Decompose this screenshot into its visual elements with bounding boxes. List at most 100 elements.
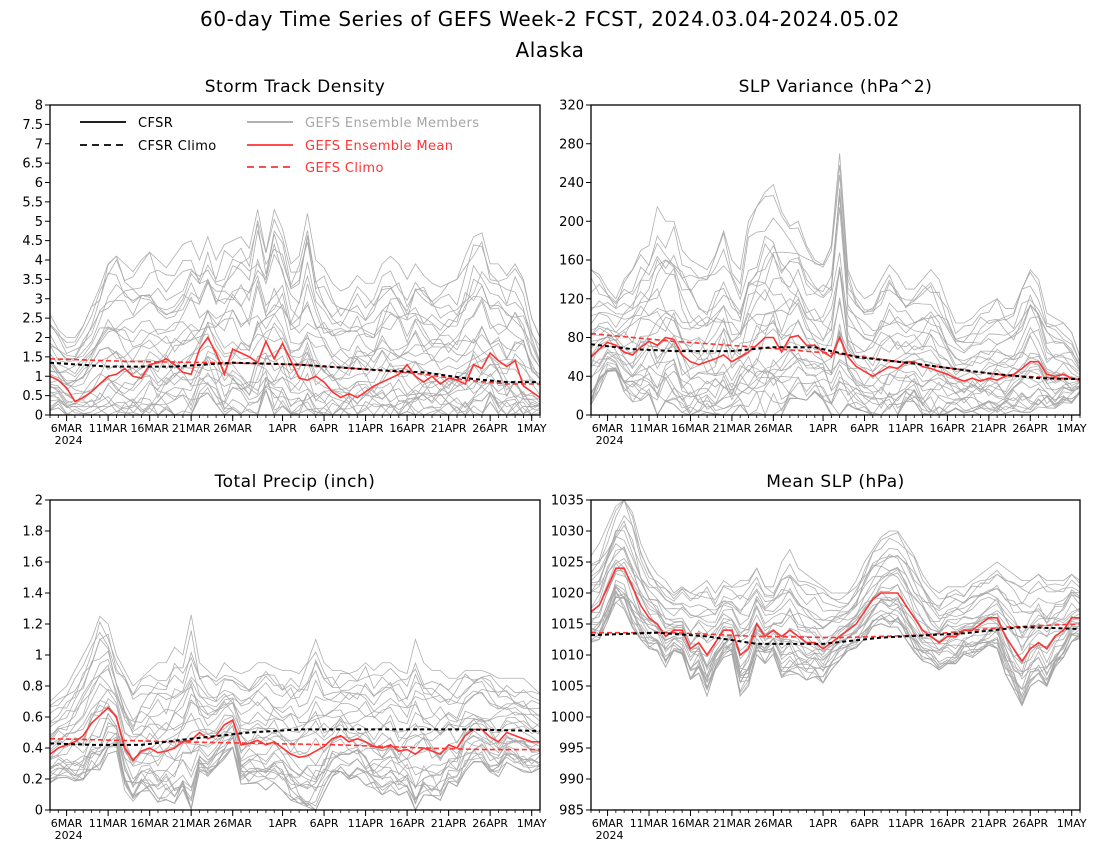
x-tick-label: 6APR (850, 817, 879, 830)
ensemble-member-line (591, 500, 1080, 594)
panel-title: Storm Track Density (205, 77, 386, 97)
chart-panels: Storm Track Density 0 0.5 1 1.5 2 2.5 3 3.5 4 4.5 5… (22, 77, 1087, 842)
series-gefs-climo (50, 737, 540, 751)
y-tick-label: 120 (559, 292, 584, 307)
x-tick-label: 11MAR (89, 422, 128, 435)
y-tick-label: 0 (35, 409, 43, 424)
x-tick-label: 1MAY (517, 817, 547, 830)
panel-title: Mean SLP (hPa) (766, 472, 905, 492)
x-tick-label: 1APR (809, 422, 838, 435)
x-tick-label: 6MAR (51, 422, 83, 435)
y-tick-label: 40 (567, 370, 584, 385)
series-gefs-climo (591, 623, 1080, 639)
ensemble-member-line (50, 668, 540, 728)
x-tick-label: 1MAY (517, 422, 547, 435)
ensemble-member-line (591, 340, 1080, 395)
y-tick-label: 3.5 (22, 273, 43, 288)
x-tick-label: 21MAR (172, 422, 211, 435)
chart-panel: Total Precip (inch) 0 0.2 0.4 0.6 0.8 1 1.2 1.4 1… (22, 472, 547, 842)
x-tick-year-label: 2024 (596, 829, 624, 842)
figure-title: 60-day Time Series of GEFS Week-2 FCST, … (200, 7, 900, 31)
y-tick-label: 3 (35, 292, 43, 307)
x-tick-label: 11APR (888, 817, 924, 830)
plot-area (591, 153, 1080, 415)
ensemble-member-line (50, 233, 540, 363)
x-tick-label: 1APR (809, 817, 838, 830)
ensemble-member-line (50, 705, 540, 764)
y-tick-label: 240 (559, 176, 584, 191)
x-tick-label: 26APR (472, 817, 508, 830)
ensemble-member-line (50, 304, 540, 385)
y-tick-label: 1015 (551, 618, 584, 633)
y-tick-label: 1.5 (22, 350, 43, 365)
x-tick-label: 26MAR (754, 422, 793, 435)
y-tick-label: 6 (35, 176, 43, 191)
y-tick-label: 0.8 (22, 680, 43, 695)
legend: CFSR CFSR Climo GEFS Ensemble Members GEFS … (80, 116, 479, 176)
x-tick-label: 11MAR (630, 422, 669, 435)
ensemble-member-line (591, 188, 1080, 363)
x-tick-label: 6MAR (592, 422, 624, 435)
y-tick-label: 7 (35, 137, 43, 152)
x-tick-label: 21APR (971, 422, 1007, 435)
ensemble-member-line (50, 630, 540, 707)
ensemble-member-line (50, 650, 540, 728)
ensemble-member-line (591, 268, 1080, 373)
ensemble-member-line (591, 207, 1080, 365)
y-tick-label: 200 (559, 215, 584, 230)
x-tick-label: 11APR (348, 817, 384, 830)
ensemble-member-line (50, 376, 540, 415)
ensemble-member-line (591, 543, 1080, 639)
x-tick-label: 6APR (310, 422, 339, 435)
y-tick-label: 0.5 (22, 389, 43, 404)
y-tick-label: 985 (559, 804, 584, 819)
y-tick-label: 0.2 (22, 773, 43, 788)
ensemble-member-line (50, 620, 540, 708)
y-tick-label: 2 (35, 494, 43, 509)
ensemble-member-line (50, 372, 540, 415)
x-tick-label: 16MAR (130, 422, 169, 435)
series-gefs-ensemble-mean (591, 334, 1080, 382)
ensemble-member-line (50, 280, 540, 376)
ensemble-member-line (591, 524, 1080, 629)
ensemble-member-line (591, 500, 1080, 605)
x-tick-label: 16MAR (671, 817, 710, 830)
series-cfsr-climo (50, 728, 540, 746)
ensemble-member-line (591, 360, 1080, 412)
series-gefs-ensemble-mean (50, 706, 540, 762)
plot-area (50, 208, 540, 415)
y-tick-label: 1035 (551, 494, 584, 509)
x-tick-year-label: 2024 (596, 434, 624, 447)
ensemble-member-line (591, 535, 1080, 638)
x-tick-label: 26APR (472, 422, 508, 435)
y-tick-label: 1.8 (22, 525, 43, 540)
y-tick-label: 1025 (551, 556, 584, 571)
ensemble-member-line (50, 683, 540, 753)
x-tick-label: 16APR (929, 817, 965, 830)
chart-panel: Mean SLP (hPa) 985 990 995 1000 1005 1010 1015 1… (551, 472, 1087, 842)
x-tick-label: 11MAR (630, 817, 669, 830)
y-tick-label: 80 (567, 331, 584, 346)
ensemble-member-line (591, 270, 1080, 373)
legend-label: CFSR Climo (138, 139, 217, 154)
y-tick-label: 1010 (551, 649, 584, 664)
x-tick-label: 21APR (971, 817, 1007, 830)
ensemble-member-line (50, 614, 540, 702)
ensemble-member-line (591, 368, 1080, 415)
ensemble-member-line (50, 223, 540, 354)
ensemble-member-line (50, 208, 540, 338)
ensemble-member-line (591, 562, 1080, 673)
ensemble-member-line (591, 320, 1080, 393)
x-tick-label: 26APR (1012, 817, 1048, 830)
y-tick-label: 0 (35, 804, 43, 819)
y-tick-label: 160 (559, 254, 584, 269)
y-tick-label: 1 (35, 649, 43, 664)
y-tick-label: 6.5 (22, 157, 43, 172)
x-tick-label: 21MAR (172, 817, 211, 830)
ensemble-member-line (50, 320, 540, 391)
y-tick-label: 995 (559, 742, 584, 757)
y-tick-label: 1.6 (22, 556, 43, 571)
y-tick-label: 4 (35, 254, 43, 269)
ensemble-member-line (50, 253, 540, 368)
ensemble-member-line (50, 675, 540, 742)
